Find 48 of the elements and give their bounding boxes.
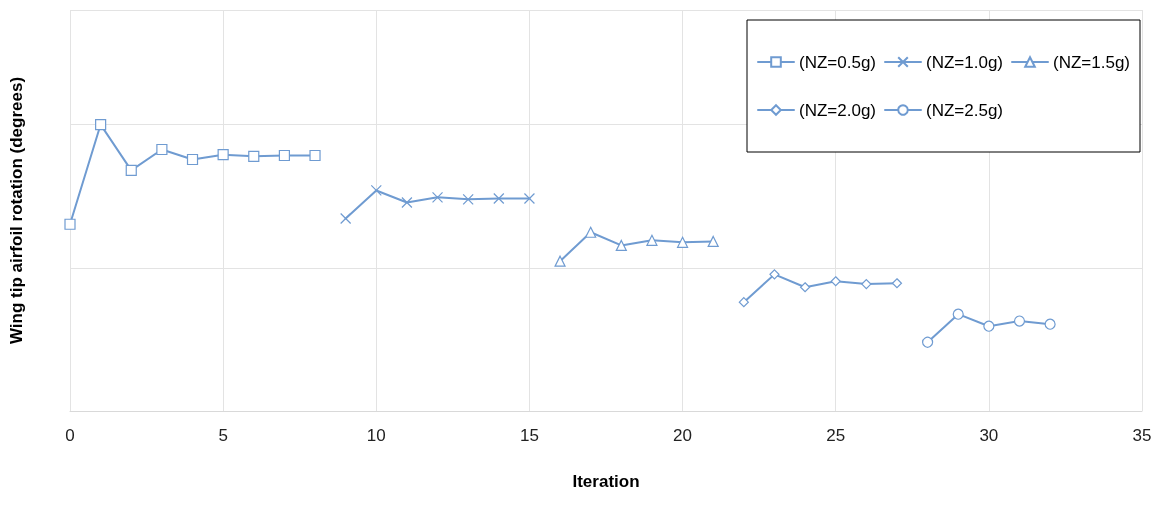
point <box>431 191 444 203</box>
point <box>646 234 658 246</box>
point <box>278 149 290 162</box>
point <box>707 235 719 248</box>
point <box>830 276 841 287</box>
point <box>523 192 536 205</box>
point <box>401 196 413 209</box>
point <box>585 226 597 238</box>
y-axis-title: Wing tip airfoil rotation (degrees) <box>7 76 26 345</box>
x-tick-label: 0 <box>65 426 75 445</box>
point <box>1013 315 1026 327</box>
point <box>769 269 780 280</box>
point <box>309 149 321 162</box>
legend-label: (NZ=1.5g) <box>1053 52 1130 72</box>
legend-label: (NZ=2.5g) <box>926 100 1003 120</box>
point <box>64 218 76 230</box>
point <box>217 149 229 161</box>
point <box>891 278 903 289</box>
point <box>1044 318 1056 330</box>
point <box>156 143 168 156</box>
legend-label: (NZ=2.0g) <box>799 100 877 120</box>
x-tick-label: 5 <box>218 426 228 445</box>
point <box>922 336 934 348</box>
legend-label: (NZ=1.0g) <box>926 52 1003 72</box>
point <box>615 239 627 252</box>
x-tick-label: 25 <box>826 426 846 445</box>
point <box>493 192 505 205</box>
point <box>861 279 872 290</box>
x-axis-title: Iteration <box>572 472 640 491</box>
point <box>248 150 260 162</box>
point <box>983 320 995 332</box>
legend-label: (NZ=0.5g) <box>799 52 877 72</box>
point <box>340 212 352 225</box>
point <box>799 282 811 293</box>
x-tick-label: 10 <box>366 426 386 445</box>
point <box>952 308 964 320</box>
x-tick-label: 20 <box>673 426 693 445</box>
point <box>125 164 137 176</box>
point <box>676 236 689 248</box>
x-tick-label: 30 <box>979 426 999 445</box>
point <box>95 118 107 131</box>
point <box>370 184 382 197</box>
point <box>738 297 749 308</box>
x-tick-label: 35 <box>1132 426 1152 445</box>
point <box>554 255 566 267</box>
x-tick-label: 15 <box>519 426 539 445</box>
point <box>186 153 199 166</box>
point <box>462 193 474 205</box>
